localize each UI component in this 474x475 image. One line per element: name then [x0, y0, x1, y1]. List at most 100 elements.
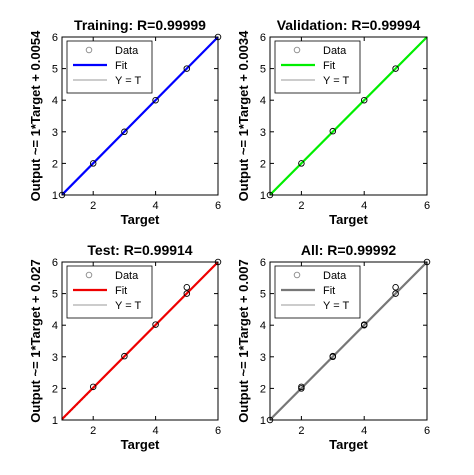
- legend: Data Fit Y = T: [66, 265, 153, 319]
- legend-box: [274, 265, 361, 319]
- x-tick-label: 4: [153, 425, 159, 437]
- data-point: [298, 160, 305, 167]
- y-tick-label: 5: [52, 64, 58, 76]
- chart-panel-3: 2 4 6 1 2 3 4 5 6 Test: R=0.99914 Target Output ~= …: [28, 242, 222, 452]
- y-tick-label: 4: [260, 95, 266, 107]
- legend-data-label: Data: [323, 270, 347, 282]
- chart-panel-2: 2 4 6 1 2 3 4 5 6 Validation: R=0.99994 Target Outp…: [236, 17, 430, 227]
- y-tick-label: 4: [260, 320, 266, 332]
- data-point: [360, 321, 368, 328]
- legend-box: [66, 40, 153, 94]
- legend-data-marker: [293, 46, 301, 54]
- legend-fit-label: Fit: [115, 60, 127, 72]
- y-tick-label: 1: [260, 190, 266, 202]
- legend-data-marker: [85, 46, 93, 54]
- legend-box: [274, 40, 361, 94]
- legend: Data Fit Y = T: [274, 40, 361, 94]
- legend-data-marker: [293, 271, 301, 279]
- y-tick-label: 5: [260, 64, 266, 76]
- data-point: [329, 352, 337, 360]
- y-tick-label: 1: [260, 415, 266, 427]
- chart-title: Test: R=0.99914: [87, 242, 192, 258]
- legend-box: [66, 265, 153, 319]
- x-tick-label: 2: [90, 425, 96, 437]
- legend-data-label: Data: [323, 45, 347, 57]
- data-point: [183, 284, 191, 291]
- chart-title: Training: R=0.99999: [74, 17, 206, 33]
- y-axis-label: Output ~= 1*Target + 0.0034: [236, 30, 251, 201]
- chart-panel-4: 2 4 6 1 2 3 4 5 6 All: R=0.99992 Target Output ~= 1…: [236, 242, 431, 452]
- y-tick-label: 3: [52, 127, 58, 139]
- legend-data-label: Data: [115, 45, 139, 57]
- legend: Data Fit Y = T: [66, 40, 153, 94]
- legend-fit-label: Fit: [323, 60, 335, 72]
- y-tick-label: 2: [52, 383, 58, 395]
- x-tick-label: 6: [215, 200, 221, 212]
- y-axis-label: Output ~= 1*Target + 0.0054: [28, 30, 43, 201]
- y-tick-label: 1: [52, 190, 58, 202]
- data-point: [152, 321, 159, 328]
- data-point: [121, 128, 128, 136]
- y-tick-label: 6: [52, 257, 58, 269]
- x-tick-label: 2: [90, 200, 96, 212]
- y-axis-label: Output ~= 1*Target + 0.027: [28, 259, 43, 422]
- legend-yt-label: Y = T: [323, 75, 349, 87]
- y-tick-label: 3: [52, 352, 58, 364]
- chart-title: All: R=0.99992: [301, 242, 397, 258]
- axes-frame: [61, 261, 219, 421]
- y-tick-label: 6: [52, 32, 58, 44]
- data-point: [392, 65, 399, 72]
- x-axis-label: Target: [329, 212, 368, 227]
- data-point: [121, 352, 128, 360]
- x-tick-label: 6: [424, 200, 430, 212]
- y-tick-label: 5: [52, 289, 58, 301]
- data-point: [392, 284, 399, 291]
- legend-yt-label: Y = T: [115, 300, 141, 312]
- x-tick-label: 6: [215, 425, 221, 437]
- y-tick-label: 3: [260, 352, 266, 364]
- legend-fit-label: Fit: [323, 285, 335, 297]
- y-tick-label: 5: [260, 289, 266, 301]
- legend-yt-label: Y = T: [115, 75, 141, 87]
- legend-data-label: Data: [115, 270, 139, 282]
- x-tick-label: 4: [153, 200, 159, 212]
- data-point: [89, 383, 97, 391]
- legend: Data Fit Y = T: [274, 265, 361, 319]
- legend-data-marker: [85, 271, 93, 279]
- legend-yt-label: Y = T: [323, 300, 349, 312]
- y-tick-label: 6: [260, 257, 266, 269]
- chart-panel-1: 2 4 6 1 2 3 4 5 6 Training: R=0.99999 Target Output…: [28, 17, 222, 227]
- fit-line: [269, 36, 428, 196]
- data-point: [183, 65, 191, 72]
- y-tick-label: 3: [260, 127, 266, 139]
- axes-frame: [269, 261, 428, 421]
- x-tick-label: 2: [298, 200, 304, 212]
- data-point: [183, 290, 191, 297]
- legend-fit-label: Fit: [115, 285, 127, 297]
- y-tick-label: 2: [260, 158, 266, 170]
- fit-line: [61, 36, 219, 196]
- y-tick-label: 1: [52, 415, 58, 427]
- x-tick-label: 4: [361, 425, 367, 437]
- axes-frame: [269, 36, 428, 196]
- axes-frame: [61, 36, 219, 196]
- y-tick-label: 2: [52, 158, 58, 170]
- data-point: [360, 96, 368, 104]
- x-tick-label: 4: [361, 200, 367, 212]
- data-point: [298, 383, 305, 391]
- y-tick-label: 6: [260, 32, 266, 44]
- fit-line: [61, 261, 219, 420]
- data-point: [329, 127, 337, 135]
- data-point: [392, 290, 399, 297]
- data-point: [152, 96, 159, 104]
- x-tick-label: 2: [298, 425, 304, 437]
- chart-title: Validation: R=0.99994: [277, 17, 421, 33]
- x-axis-label: Target: [121, 437, 160, 452]
- y-axis-label: Output ~= 1*Target + 0.007: [236, 259, 251, 422]
- y-tick-label: 4: [52, 95, 58, 107]
- fit-line: [269, 261, 428, 421]
- x-tick-label: 6: [424, 425, 430, 437]
- data-point: [89, 160, 97, 167]
- y-tick-label: 2: [260, 383, 266, 395]
